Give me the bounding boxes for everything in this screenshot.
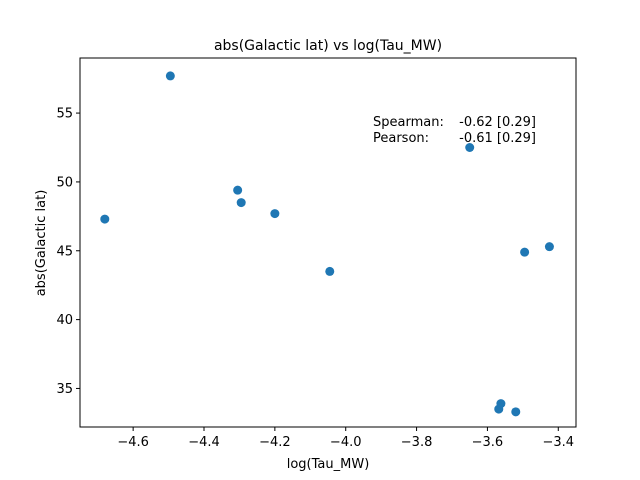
x-tick-label: −3.8 xyxy=(401,435,433,450)
chart-title: abs(Galactic lat) vs log(Tau_MW) xyxy=(214,38,442,54)
plot-area xyxy=(79,57,577,428)
y-axis: 35 40 45 50 55 xyxy=(56,107,80,397)
stats-annotation: Spearman: -0.62 [0.29] Pearson: -0.61 [0… xyxy=(373,115,536,146)
data-points xyxy=(100,71,554,417)
y-tick-label: 55 xyxy=(56,107,73,122)
scatter-point xyxy=(233,185,243,195)
spearman-label: Spearman: xyxy=(373,115,444,130)
y-tick-label: 40 xyxy=(56,313,73,328)
pearson-label: Pearson: xyxy=(373,131,429,146)
scatter-point xyxy=(511,407,521,417)
spearman-value: -0.62 [0.29] xyxy=(459,115,536,130)
scatter-point xyxy=(544,242,554,252)
x-tick-label: −4.4 xyxy=(188,435,220,450)
x-tick-label: −4.0 xyxy=(330,435,362,450)
scatter-point xyxy=(236,198,246,208)
scatter-point xyxy=(520,247,530,257)
scatter-point xyxy=(100,214,110,224)
y-axis-label: abs(Galactic lat) xyxy=(34,190,49,297)
plot-frame xyxy=(79,57,577,428)
y-tick-label: 45 xyxy=(56,244,73,259)
x-axis: −4.6 −4.4 −4.2 −4.0 −3.8 −3.6 −3.4 xyxy=(117,427,574,450)
y-tick-label: 35 xyxy=(56,382,73,397)
x-tick-label: −4.2 xyxy=(259,435,291,450)
pearson-value: -0.61 [0.29] xyxy=(459,131,536,146)
scatter-point xyxy=(325,266,335,276)
x-tick-label: −3.4 xyxy=(542,435,574,450)
x-axis-label: log(Tau_MW) xyxy=(287,457,370,472)
scatter-point xyxy=(270,209,280,219)
scatter-point xyxy=(165,71,175,81)
x-tick-label: −4.6 xyxy=(117,435,149,450)
scatter-point xyxy=(465,142,475,152)
x-tick-label: −3.6 xyxy=(472,435,504,450)
scatter-point xyxy=(496,399,506,409)
y-tick-label: 50 xyxy=(56,175,73,190)
